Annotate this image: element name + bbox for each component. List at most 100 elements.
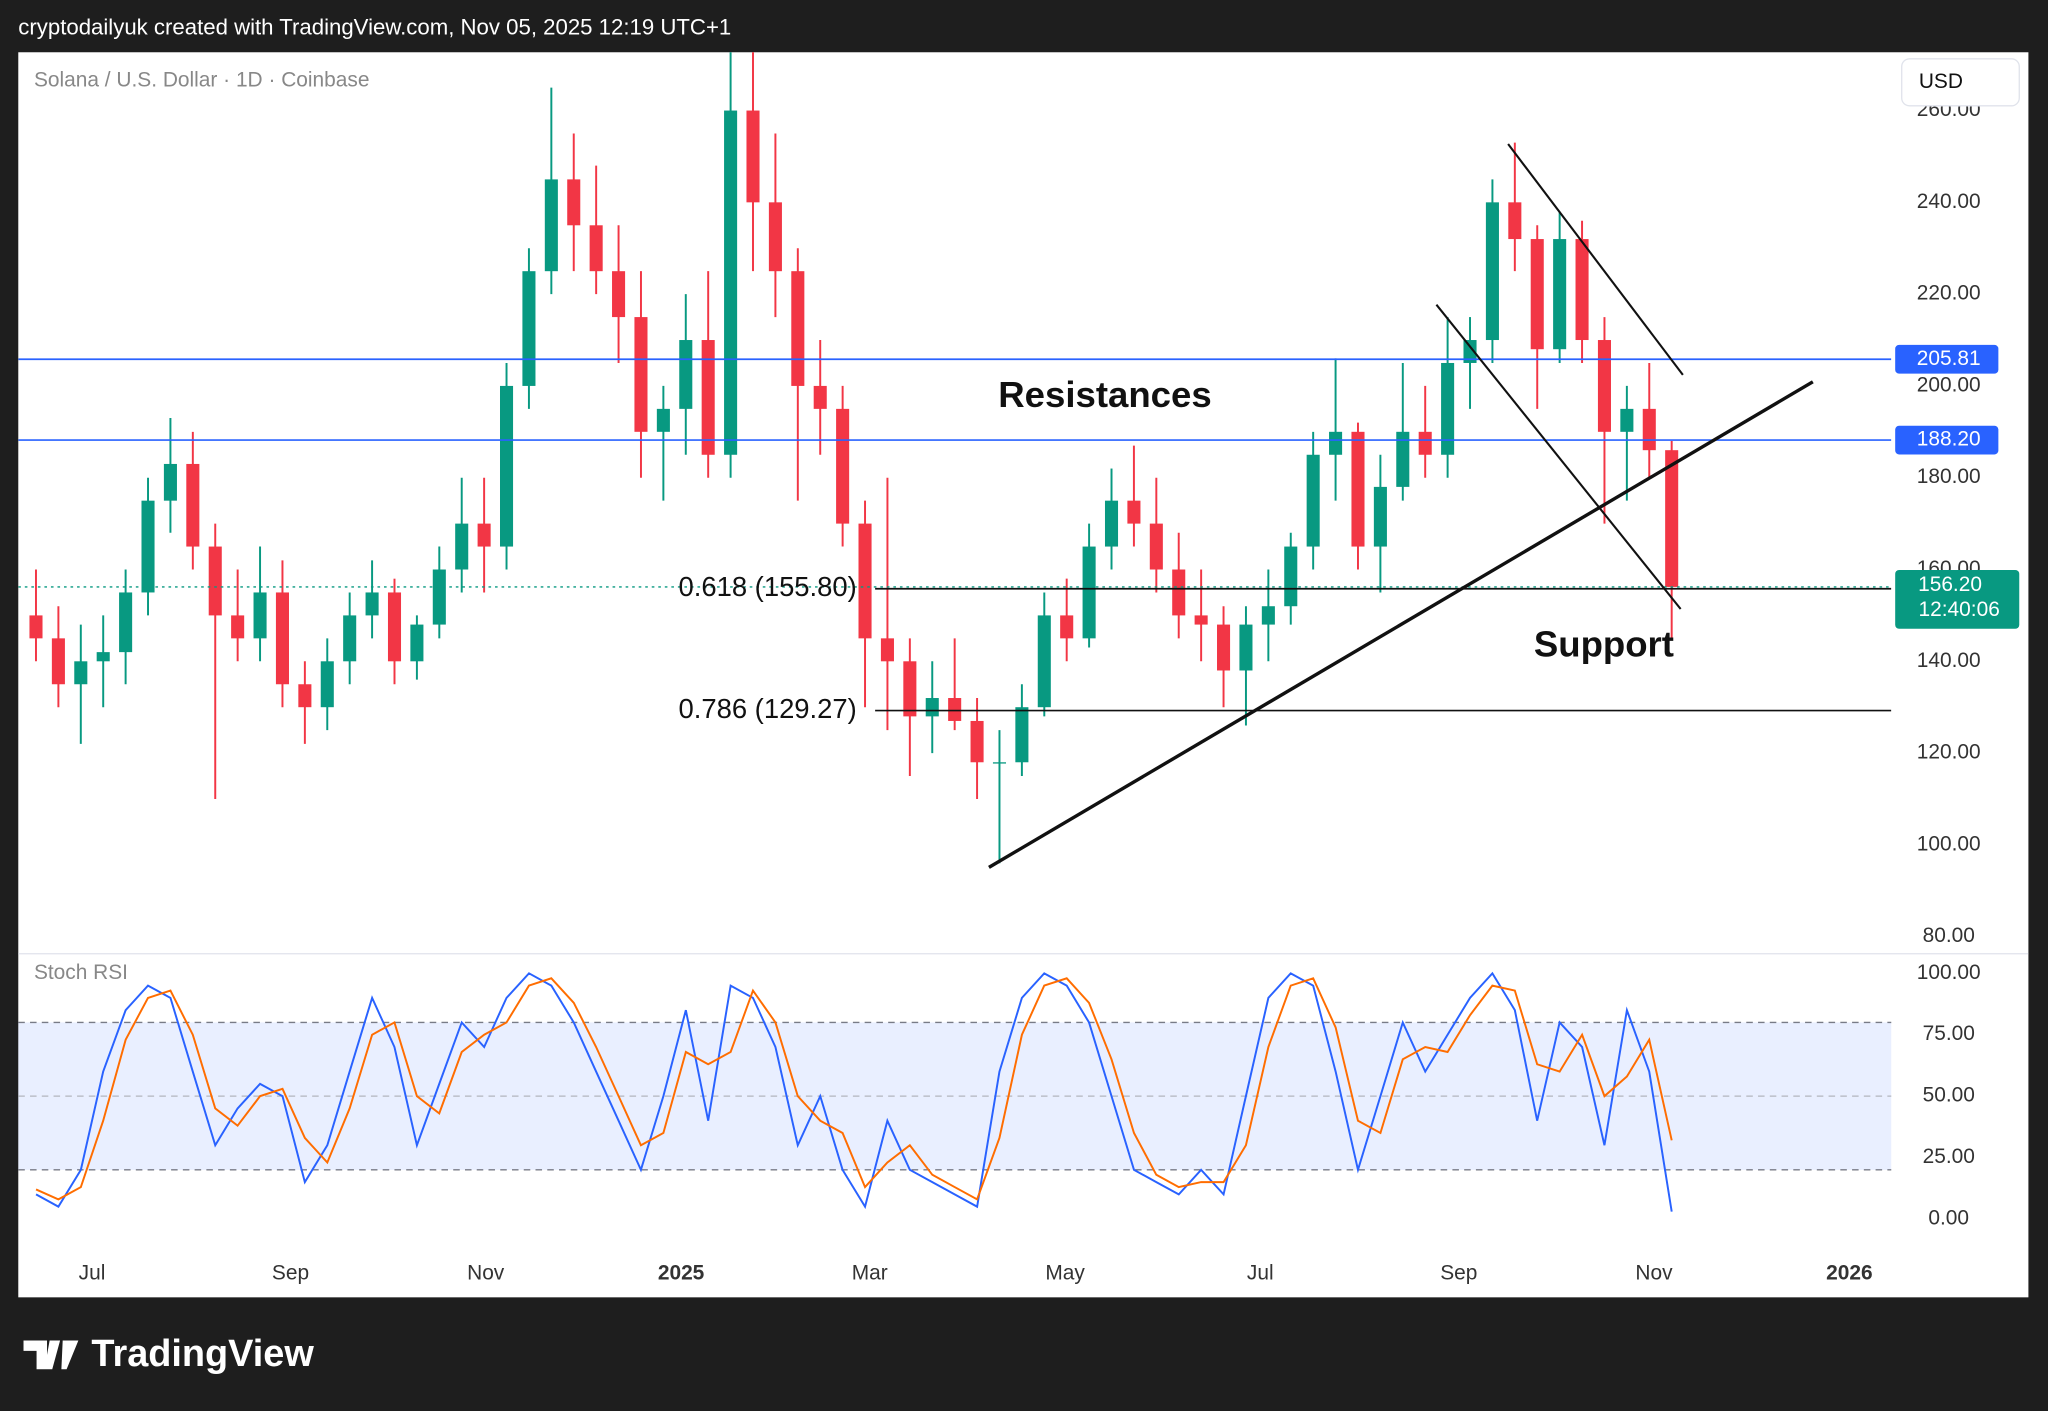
candle-body	[1239, 624, 1253, 671]
candle-body	[1485, 202, 1499, 341]
candle-body	[768, 202, 782, 272]
stoch-tick-label: 0.00	[1928, 1206, 1969, 1229]
candle-body	[365, 592, 379, 616]
candle-body	[1149, 523, 1163, 570]
fib-label: 0.786 (129.27)	[678, 693, 856, 724]
candle-body	[791, 271, 805, 386]
candle-body	[724, 110, 738, 455]
x-tick-label: 2025	[658, 1261, 705, 1284]
candle-body	[1015, 707, 1029, 763]
candle-body	[746, 110, 760, 203]
stoch-tick-label: 75.00	[1923, 1022, 1975, 1045]
candle-body	[1463, 340, 1477, 363]
currency-label: USD	[1919, 70, 1963, 93]
candle-body	[1060, 615, 1074, 639]
header-text: cryptodailyuk created with TradingView.c…	[18, 15, 731, 40]
indicator-title: Stoch RSI	[34, 961, 128, 984]
candle-body	[1597, 340, 1611, 432]
candle-body	[1194, 615, 1208, 625]
x-tick-label: Jul	[79, 1261, 106, 1284]
candle-body	[903, 661, 917, 717]
stoch-tick-label: 100.00	[1917, 961, 1981, 984]
price-tag-label: 188.20	[1917, 428, 1981, 451]
price-tag-label: 205.81	[1917, 347, 1981, 370]
stoch-line	[35, 977, 1673, 1201]
x-tick-label: Mar	[852, 1261, 888, 1284]
candle-body	[1261, 606, 1275, 625]
candle-body	[410, 624, 424, 662]
currency-button[interactable]	[1901, 58, 2020, 107]
candle-body	[858, 523, 872, 639]
candle-body	[1284, 546, 1298, 607]
candle-body	[1396, 431, 1410, 487]
last-price-tag	[1895, 569, 2020, 629]
annotation: Resistances	[998, 374, 1211, 415]
candle-body	[1620, 408, 1634, 432]
chart-panel	[18, 52, 2029, 1298]
trend-line	[988, 380, 1814, 869]
trend-line	[1507, 143, 1684, 376]
candle-body	[880, 638, 894, 662]
candle-body	[51, 638, 65, 685]
candle-body	[499, 385, 514, 547]
candle-body	[544, 179, 558, 272]
candle-body	[432, 569, 446, 625]
y-tick-label: 80.00	[1923, 924, 1975, 947]
candle-body	[1553, 239, 1567, 350]
candle-body	[275, 592, 289, 685]
logo: TradingView	[23, 1333, 314, 1375]
candle-body	[74, 661, 88, 685]
candle-body	[1037, 615, 1051, 708]
candle-body	[948, 698, 962, 721]
x-tick-label: 2026	[1826, 1261, 1872, 1284]
candle-body	[1127, 500, 1141, 524]
candle-body	[567, 179, 581, 226]
candle-body	[1172, 569, 1186, 616]
candle-body	[813, 385, 827, 409]
candle-body	[231, 615, 245, 639]
logo-text: TradingView	[91, 1333, 314, 1375]
candle-body	[1329, 431, 1343, 455]
candle-body	[1217, 624, 1231, 671]
candle-body	[970, 720, 984, 763]
candle-body	[298, 684, 312, 708]
candle-body	[634, 317, 648, 432]
last-price-label: 156.20	[1918, 573, 1982, 596]
candle-body	[589, 225, 603, 272]
x-tick-label: Nov	[1635, 1261, 1673, 1284]
candle-body	[656, 408, 670, 432]
candle-body	[522, 271, 536, 386]
symbol-title: Solana / U.S. Dollar · 1D · Coinbase	[34, 69, 370, 92]
candle-body	[992, 762, 1007, 764]
candle-body	[1373, 486, 1387, 547]
candle-body	[455, 523, 469, 570]
candle-body	[1351, 431, 1365, 547]
y-tick-label: 220.00	[1917, 282, 1981, 305]
y-tick-label: 120.00	[1917, 741, 1981, 764]
stoch-tick-label: 50.00	[1923, 1084, 1975, 1107]
x-tick-label: Sep	[1440, 1261, 1477, 1284]
candle-body	[836, 408, 850, 524]
candle-body	[29, 615, 43, 639]
y-tick-label: 180.00	[1917, 465, 1981, 488]
price-tag	[1895, 344, 1999, 374]
fib-label: 0.618 (155.80)	[678, 571, 856, 602]
candle-body	[1104, 500, 1119, 547]
candle-body	[1508, 202, 1522, 240]
price-tag	[1895, 425, 1999, 455]
candle-body	[679, 340, 693, 409]
candle-body	[925, 698, 939, 717]
candle-body	[1665, 450, 1679, 587]
stoch-line	[35, 971, 1673, 1212]
candle-body	[1441, 362, 1455, 455]
stoch-tick-label: 25.00	[1923, 1145, 1975, 1168]
x-tick-label: Nov	[467, 1261, 505, 1284]
y-tick-label: 240.00	[1917, 190, 1981, 213]
trend-line	[1435, 304, 1682, 610]
candle-body	[1530, 239, 1544, 350]
candle-body	[1418, 431, 1432, 455]
x-tick-label: May	[1045, 1261, 1085, 1284]
candle-body	[612, 271, 626, 318]
